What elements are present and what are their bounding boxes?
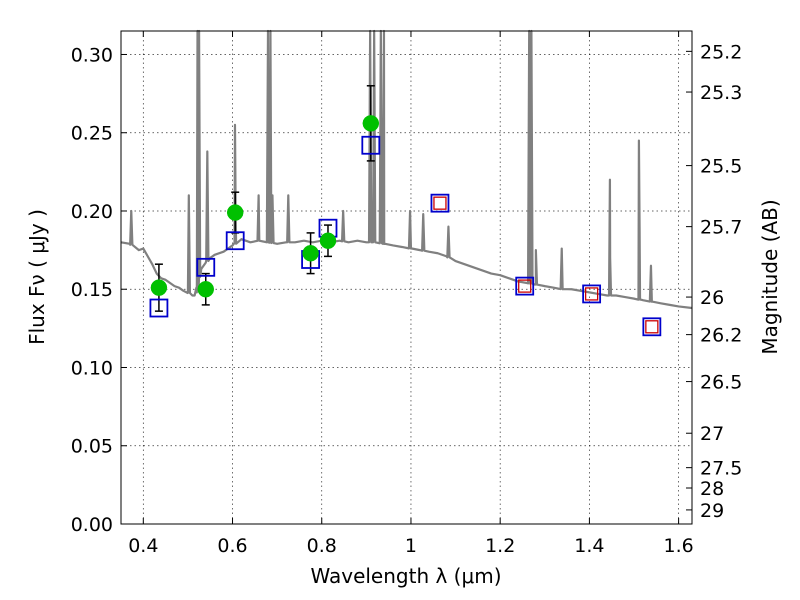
- right-tick-label: 27: [700, 423, 724, 445]
- right-tick-label: 27.5: [700, 458, 742, 480]
- y-tick-label: 0.25: [71, 123, 113, 145]
- data-markers: [149, 115, 662, 337]
- y-tick-label: 0.15: [71, 279, 113, 301]
- right-tick-label: 25.5: [700, 156, 742, 178]
- y-tick-label: 0.20: [71, 201, 113, 223]
- right-tick-label: 26: [700, 287, 724, 309]
- model-photometry-square: [196, 257, 216, 277]
- x-axis-title: Wavelength λ (μm): [310, 564, 501, 588]
- model-photometry-square: [642, 317, 662, 337]
- y-tick-label: 0.30: [71, 44, 113, 66]
- model-photometry-square: [361, 135, 381, 155]
- right-tick-label: 26.5: [700, 372, 742, 394]
- predicted-photometry-square: [645, 320, 659, 334]
- y-tick-label: 0.10: [71, 357, 113, 379]
- model-photometry-square: [430, 193, 450, 213]
- observed-photometry-point: [319, 232, 337, 249]
- y-tick-label: 0.00: [71, 514, 113, 536]
- axis-ticks: 0.4 0.6 0.8 1 1.2 1.4 1.6 0.00 0.05 0.10 0.15 0.20 0…: [71, 31, 742, 557]
- grid-lines: [121, 31, 692, 525]
- right-tick-label: 25.3: [700, 82, 742, 104]
- right-tick-label: 26.2: [700, 325, 742, 347]
- right-tick-label: 28: [700, 478, 724, 500]
- predicted-photometry-square: [518, 279, 532, 293]
- y-tick-label: 0.05: [71, 436, 113, 458]
- model-photometry-square: [225, 231, 245, 251]
- x-tick-label: 1.4: [574, 535, 604, 557]
- x-tick-label: 0.8: [307, 535, 337, 557]
- right-tick-label: 25.2: [700, 41, 742, 63]
- x-tick-label: 1: [405, 535, 417, 557]
- predicted-photometry-square: [584, 287, 599, 301]
- predicted-photometry-square: [433, 196, 447, 210]
- plot-frame: [120, 30, 693, 525]
- y-axis-title: Flux Fν ( μJy ): [25, 209, 49, 345]
- spectrum-line: [120, 29, 693, 310]
- observed-photometry-point: [226, 204, 244, 221]
- x-tick-label: 1.2: [485, 535, 515, 557]
- x-tick-label: 1.6: [664, 535, 694, 557]
- x-tick-label: 0.6: [217, 535, 247, 557]
- right-tick-label: 29: [700, 500, 724, 522]
- model-photometry-square: [515, 276, 535, 296]
- observed-photometry-point: [302, 244, 319, 262]
- observed-photometry-point: [150, 279, 168, 296]
- observed-photometry-point: [197, 280, 215, 298]
- observed-photometry-point: [362, 115, 380, 132]
- right-tick-label: 25.7: [700, 217, 742, 239]
- x-tick-label: 0.4: [128, 535, 158, 557]
- right-axis-title: Magnitude (AB): [758, 199, 782, 354]
- model-photometry-square: [149, 298, 169, 318]
- model-photometry-square: [582, 284, 602, 304]
- model-spectrum: [120, 29, 693, 310]
